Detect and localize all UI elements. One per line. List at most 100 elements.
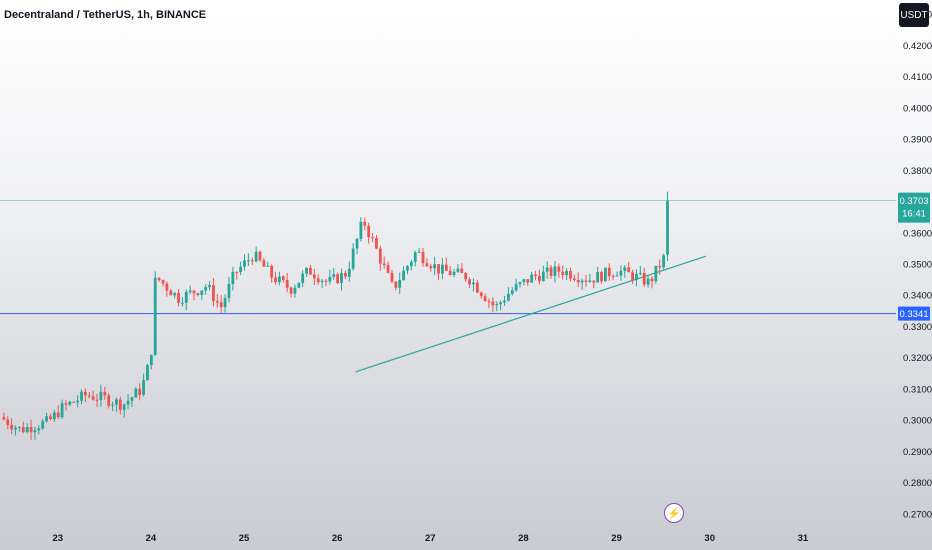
y-tick-label: 0.3600	[903, 228, 932, 239]
candle-body	[514, 284, 518, 291]
candle-body	[343, 273, 347, 277]
candle-body	[363, 221, 367, 226]
candle-body	[204, 287, 208, 291]
candle-body	[250, 260, 254, 262]
x-tick-label: 31	[798, 533, 809, 544]
candle-body	[196, 293, 200, 296]
candle-body	[510, 290, 514, 294]
candle-body	[421, 251, 425, 264]
candle-body	[64, 403, 68, 405]
support-price-badge	[898, 306, 930, 321]
time-axis[interactable]: 23 24 25 26 27 28 29 30 31	[52, 533, 808, 544]
candle-body	[468, 279, 471, 285]
candle-body	[219, 302, 223, 308]
trendline[interactable]	[355, 255, 707, 373]
lightning-icon[interactable]: ⚡	[664, 503, 684, 523]
candle-body	[635, 273, 638, 281]
candle-body	[177, 292, 180, 303]
y-tick-label: 0.3200	[903, 353, 932, 364]
candle-body	[666, 200, 669, 255]
y-tick-label: 0.3100	[903, 384, 932, 395]
candle-body	[52, 412, 56, 420]
support-price-label: 0.3341	[899, 309, 928, 320]
candle-body	[25, 426, 29, 433]
candle-body	[200, 290, 204, 296]
candle-body	[107, 395, 111, 406]
candle-body	[91, 396, 95, 400]
candle-body	[359, 221, 363, 239]
candles-layer	[2, 191, 669, 440]
candle-body	[212, 285, 215, 302]
candle-body	[192, 290, 196, 294]
candle-body	[611, 276, 615, 278]
candle-body	[49, 416, 52, 420]
candle-body	[522, 279, 526, 283]
x-tick-label: 28	[518, 533, 529, 544]
candle-body	[367, 225, 371, 238]
candle-body	[619, 270, 623, 276]
y-tick-label: 0.2800	[903, 478, 932, 489]
candle-body	[623, 267, 627, 271]
candle-body	[534, 274, 537, 276]
x-tick-label: 26	[332, 533, 343, 544]
candle-body	[231, 271, 235, 284]
candle-body	[235, 271, 239, 273]
candle-body	[340, 273, 343, 283]
candle-body	[328, 276, 332, 282]
candle-body	[41, 421, 45, 429]
candle-body	[14, 427, 17, 430]
y-tick-label: 0.3500	[903, 260, 932, 271]
candle-body	[417, 251, 421, 253]
candle-body	[153, 277, 157, 355]
candle-body	[592, 280, 596, 283]
candle-body	[115, 399, 118, 405]
candle-body	[631, 272, 634, 281]
candle-body	[491, 301, 495, 306]
candle-body	[658, 265, 662, 268]
candle-body	[472, 282, 475, 285]
y-tick-label: 0.3800	[903, 166, 932, 177]
candle-body	[530, 274, 534, 283]
candle-body	[518, 282, 522, 285]
candle-body	[146, 365, 149, 381]
candle-body	[134, 388, 138, 398]
candle-body	[437, 264, 440, 274]
candle-body	[662, 255, 666, 268]
candle-body	[324, 280, 328, 282]
candle-body	[281, 276, 285, 280]
candle-body	[336, 274, 340, 283]
candle-body	[6, 419, 10, 426]
candle-body	[312, 274, 316, 279]
candle-body	[2, 417, 6, 420]
candle-body	[553, 266, 557, 276]
candle-body	[305, 267, 308, 274]
candle-body	[549, 267, 553, 276]
candle-body	[444, 264, 448, 271]
candle-body	[495, 304, 499, 306]
candle-body	[293, 287, 297, 294]
candle-body	[429, 266, 433, 269]
y-tick-label: 0.2700	[903, 509, 932, 520]
candle-body	[169, 290, 173, 296]
price-axis[interactable]: 0.43000.42000.41000.40000.39000.38000.36…	[903, 10, 932, 521]
currency-button[interactable]: USDT	[899, 3, 929, 27]
candle-body	[386, 265, 390, 273]
candle-body	[83, 391, 87, 396]
candle-body	[538, 275, 541, 282]
candle-body	[572, 278, 576, 280]
candle-body	[576, 279, 580, 283]
symbol-title[interactable]: Decentraland / TetherUS, 1h, BINANCE	[4, 9, 207, 21]
candle-body	[600, 271, 603, 282]
candle-body	[243, 260, 246, 267]
candle-body	[615, 275, 619, 277]
candle-body	[413, 252, 417, 262]
candle-body	[208, 285, 211, 288]
candle-body	[320, 280, 324, 283]
x-tick-label: 30	[704, 533, 715, 544]
candle-body	[545, 267, 549, 272]
candle-body	[561, 271, 565, 276]
candle-body	[642, 272, 646, 285]
candle-body	[646, 278, 650, 285]
